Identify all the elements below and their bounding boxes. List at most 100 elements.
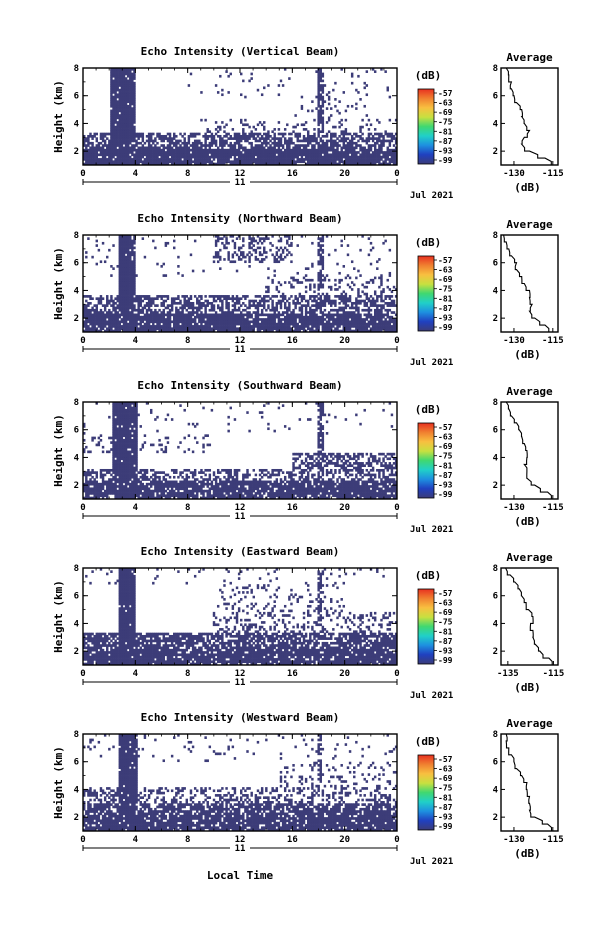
y-axis-label: Height (km) [52, 80, 65, 153]
heatmap-cell [110, 104, 113, 108]
heatmap-cell [319, 283, 322, 287]
heatmap-cell [321, 285, 325, 289]
heatmap-cell [384, 327, 387, 331]
heatmap-cell [124, 306, 128, 310]
heatmap-cell [133, 308, 136, 312]
heatmap-cell [290, 132, 293, 136]
heatmap-cell [288, 306, 291, 310]
heatmap-cell [168, 144, 172, 147]
heatmap-cell [311, 162, 314, 166]
heatmap-cell [116, 100, 119, 103]
heatmap-cell [231, 313, 235, 317]
heatmap-cell [309, 285, 312, 289]
heatmap-cell [246, 158, 249, 161]
heatmap-cell [350, 260, 354, 264]
heatmap-cell [365, 281, 369, 284]
heatmap-cell [85, 487, 88, 491]
heatmap-cell [388, 134, 392, 138]
heatmap-cell [120, 253, 124, 257]
heatmap-cell [118, 295, 122, 298]
heatmap-cell [246, 139, 249, 143]
heatmap-cell [141, 134, 145, 138]
heatmap-cell [225, 160, 228, 164]
heatmap-cell [315, 322, 318, 326]
heatmap-cell [363, 151, 366, 154]
heatmap-cell [85, 322, 88, 326]
heatmap-cell [384, 325, 387, 328]
heatmap-cell [131, 276, 134, 280]
heatmap-cell [240, 162, 243, 166]
heatmap-cell [336, 162, 339, 166]
heatmap-cell [95, 297, 98, 301]
heatmap-cell [332, 315, 335, 319]
heatmap-cell [240, 146, 243, 150]
heatmap-cell [114, 95, 117, 99]
heatmap-cell [275, 151, 279, 154]
heatmap-cell [380, 329, 383, 333]
heatmap-cell [346, 315, 350, 319]
heatmap-cell [114, 306, 117, 310]
heatmap-cell [306, 141, 310, 145]
heatmap-cell [334, 155, 337, 159]
heatmap-cell [342, 301, 346, 305]
heatmap-cell [350, 153, 354, 157]
heatmap-cell [108, 160, 111, 164]
heatmap-cell [110, 111, 113, 115]
heatmap-cell [175, 155, 178, 159]
heatmap-cell [321, 118, 325, 122]
heatmap-cell [206, 320, 209, 324]
heatmap-cell [129, 151, 132, 154]
heatmap-cell [95, 487, 98, 491]
heatmap-cell [187, 155, 191, 159]
heatmap-cell [196, 146, 199, 150]
heatmap-cell [110, 320, 113, 324]
heatmap-cell [87, 489, 90, 493]
heatmap-cell [229, 318, 232, 321]
heatmap-cell [139, 148, 142, 152]
heatmap-cell [327, 146, 331, 150]
heatmap-cell [296, 301, 299, 305]
heatmap-cell [237, 137, 241, 140]
heatmap-cell [330, 322, 333, 326]
heatmap-cell [267, 327, 270, 331]
heatmap-cell [103, 151, 107, 154]
heatmap-cell [108, 139, 111, 143]
heatmap-cell [250, 148, 253, 152]
heatmap-cell [283, 141, 287, 145]
heatmap-cell [93, 496, 96, 500]
heatmap-cell [344, 329, 348, 333]
heatmap-cell [126, 81, 130, 85]
heatmap-cell [319, 137, 322, 140]
heatmap-cell [319, 162, 322, 166]
heatmap-cell [353, 301, 356, 305]
heatmap-cell [162, 137, 165, 140]
heatmap-cell [309, 320, 312, 324]
heatmap-cell [129, 72, 132, 76]
heatmap-cell [126, 271, 130, 275]
heatmap-cell [353, 318, 356, 321]
heatmap-cell [256, 155, 260, 159]
heatmap-cell [183, 132, 186, 136]
heatmap-cell [321, 102, 325, 106]
heatmap-cell [91, 325, 94, 328]
heatmap-cell [394, 148, 398, 152]
heatmap-cell [376, 267, 379, 270]
heatmap-cell [89, 318, 92, 321]
heatmap-cell [87, 295, 90, 298]
heatmap-cell [124, 292, 128, 296]
heatmap-cell [378, 285, 381, 289]
heatmap-cell [118, 276, 122, 280]
heatmap-cell [306, 109, 310, 113]
heatmap-cell [325, 160, 329, 164]
heatmap-cell [85, 320, 88, 324]
heatmap-cell [365, 325, 369, 328]
heatmap-cell [288, 151, 291, 154]
heatmap-cell [124, 271, 128, 275]
heatmap-cell [216, 158, 220, 161]
colorbar-tick-label: -75 [438, 285, 453, 294]
heatmap-cell [221, 299, 224, 303]
heatmap-cell [141, 299, 145, 303]
heatmap-cell [131, 162, 134, 166]
heatmap-cell [120, 104, 124, 108]
heatmap-cell [114, 109, 117, 113]
